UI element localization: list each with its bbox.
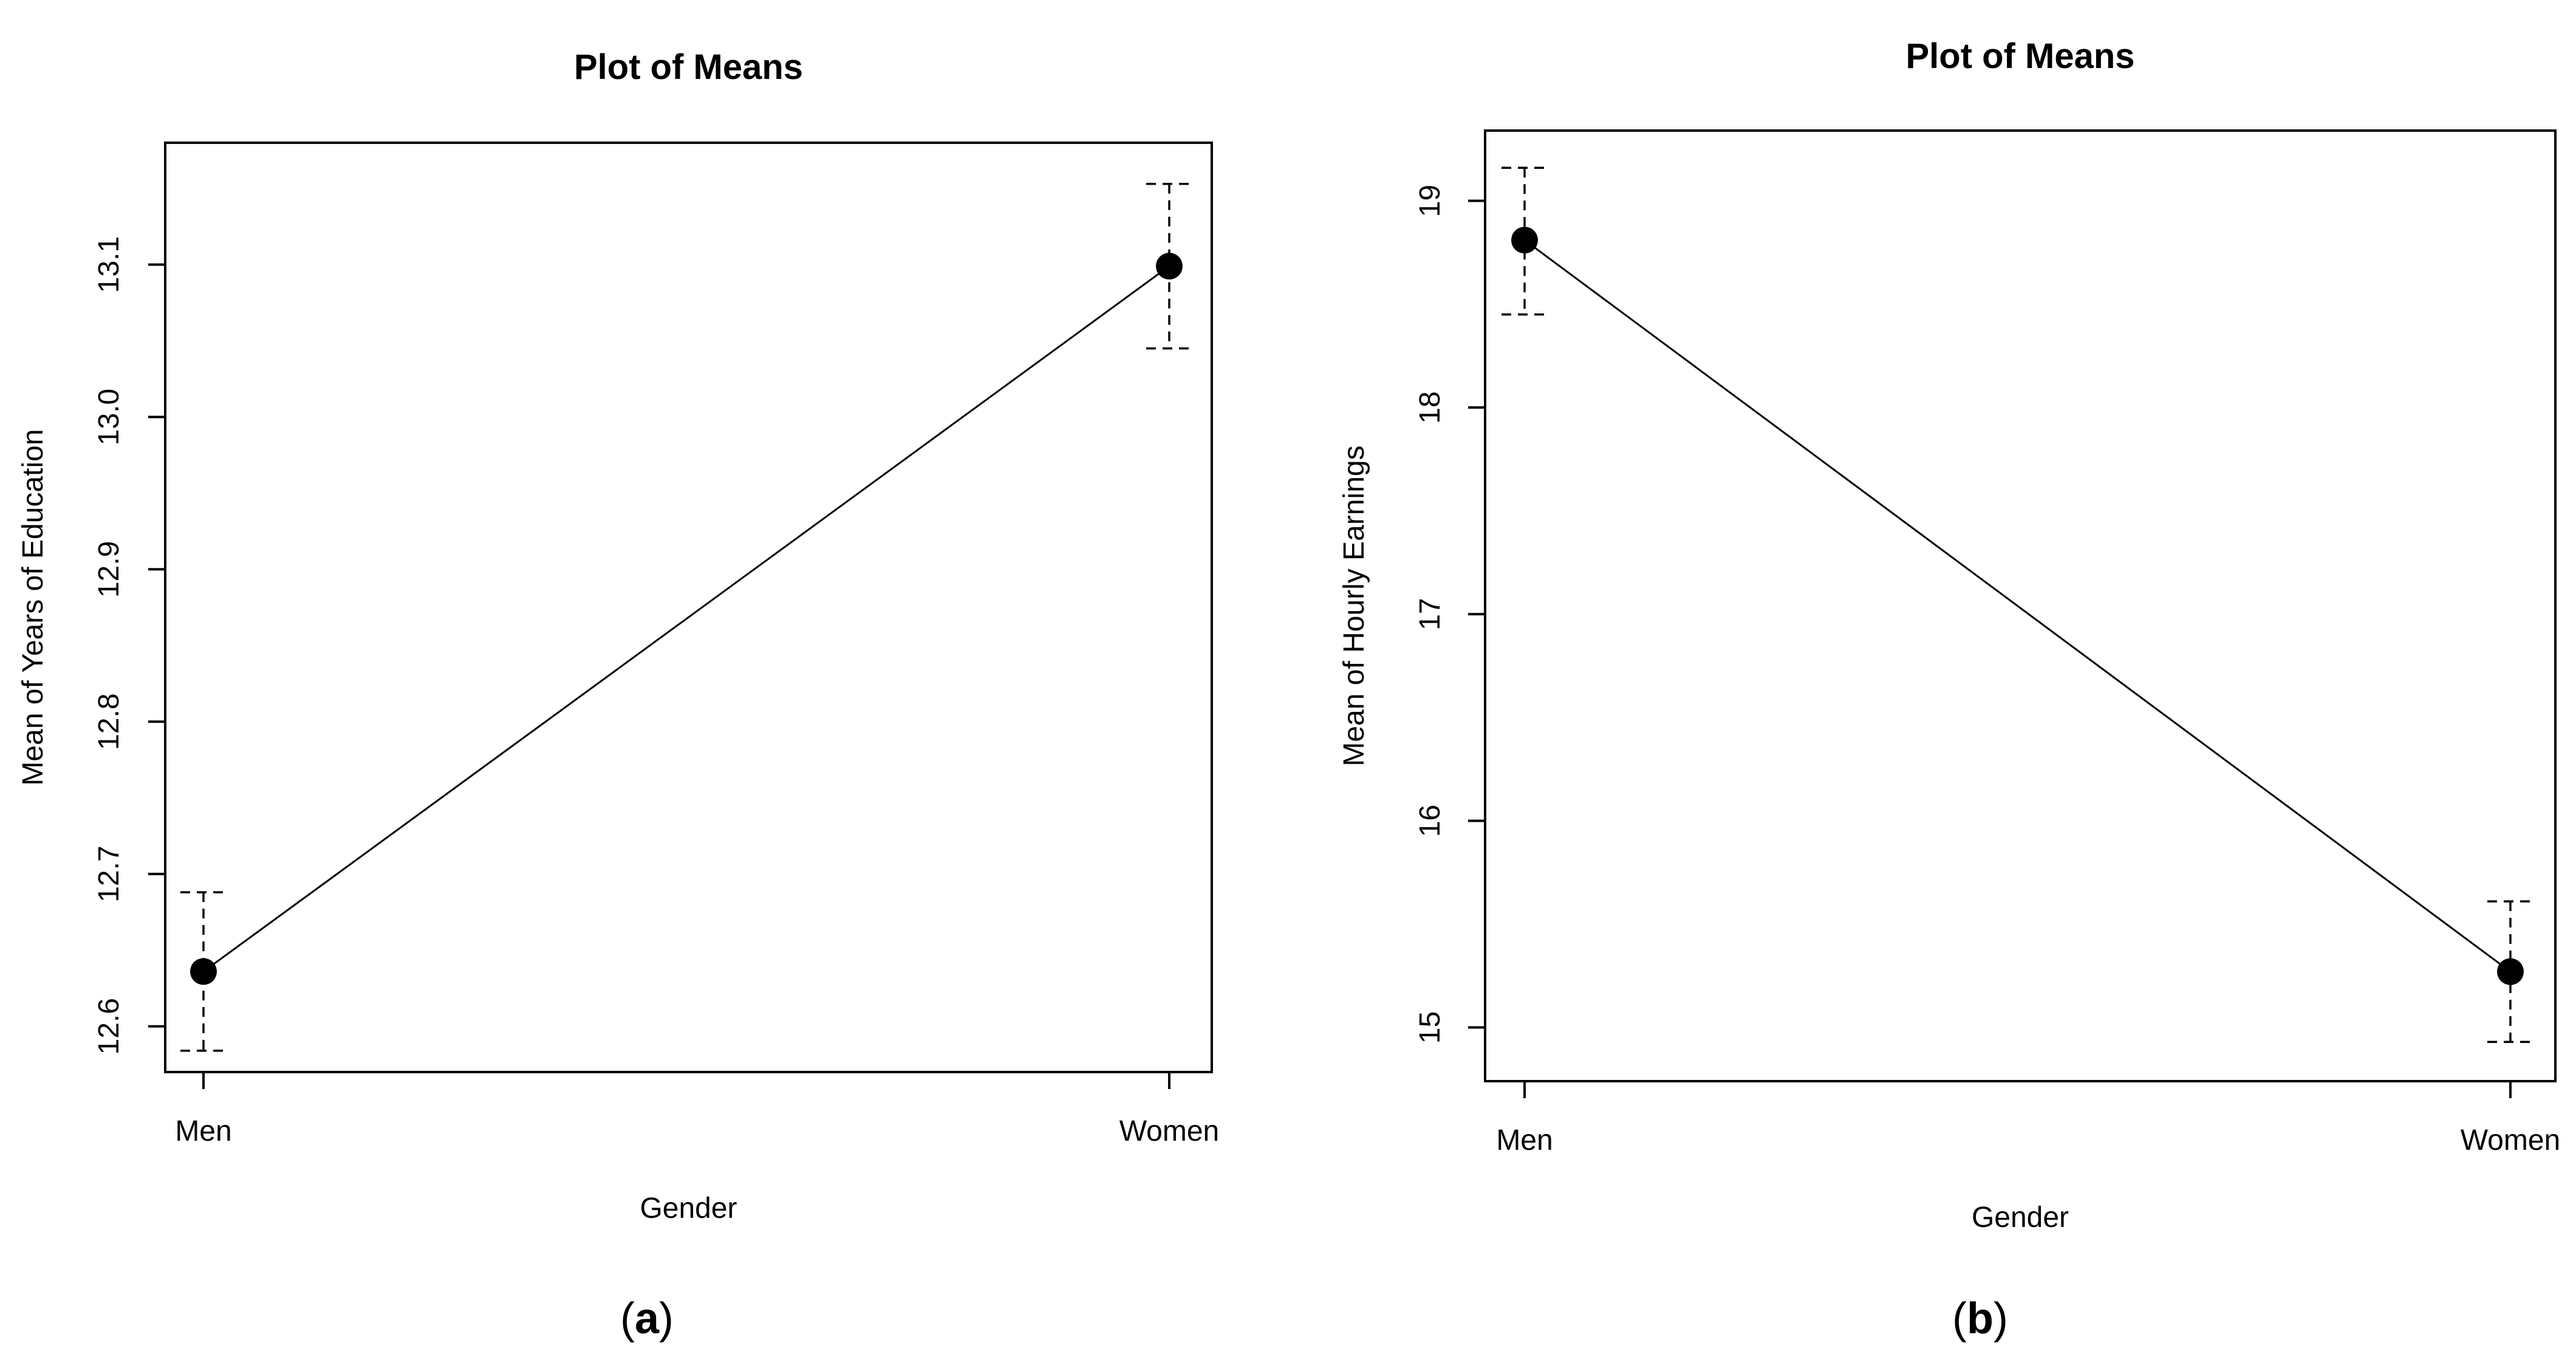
plot-frame [164, 142, 1213, 1073]
y-tick-label: 17 [1414, 598, 1446, 630]
mean-point [190, 958, 217, 985]
x-tick-label: Men [175, 1115, 231, 1147]
panel-letter: a [635, 1294, 660, 1343]
chart-title: Plot of Means [574, 47, 803, 87]
y-tick-label: 18 [1414, 391, 1446, 423]
plot-frame [1484, 129, 2557, 1082]
means-line [203, 265, 1170, 972]
mean-point [2497, 958, 2524, 985]
y-tick-label: 15 [1414, 1011, 1446, 1044]
y-tick-label: 12.6 [93, 998, 125, 1054]
x-tick-label: Women [2461, 1124, 2561, 1156]
y-tick-label: 13.0 [93, 389, 125, 445]
panel-caption: (b) [1952, 1294, 2008, 1343]
panel-a: Plot of Means 12.6 12.7 12.8 12.9 13.0 13.1 Men… [17, 47, 1219, 1343]
y-axis-label: Mean of Years of Education [17, 429, 49, 785]
x-axis-label: Gender [1972, 1201, 2069, 1234]
means-line [1524, 239, 2511, 972]
panel-caption: (a) [620, 1294, 674, 1343]
x-tick-label: Women [1119, 1115, 1220, 1147]
x-axis-label: Gender [640, 1192, 737, 1225]
y-tick-label: 19 [1414, 185, 1446, 217]
panel-b: Plot of Means 15 16 17 18 19 Men Women Gender Mea… [1338, 36, 2560, 1343]
y-tick-label: 16 [1414, 805, 1446, 837]
y-axis-label: Mean of Hourly Earnings [1338, 445, 1370, 766]
y-tick-label: 12.7 [93, 845, 125, 902]
x-tick-label: Men [1496, 1124, 1553, 1156]
y-tick-label: 12.9 [93, 541, 125, 598]
mean-point [1156, 253, 1183, 280]
panel-letter: b [1967, 1294, 1993, 1343]
y-tick-label: 12.8 [93, 693, 125, 750]
mean-point [1511, 227, 1538, 254]
y-tick-label: 13.1 [93, 236, 125, 293]
chart-title: Plot of Means [1905, 36, 2134, 76]
